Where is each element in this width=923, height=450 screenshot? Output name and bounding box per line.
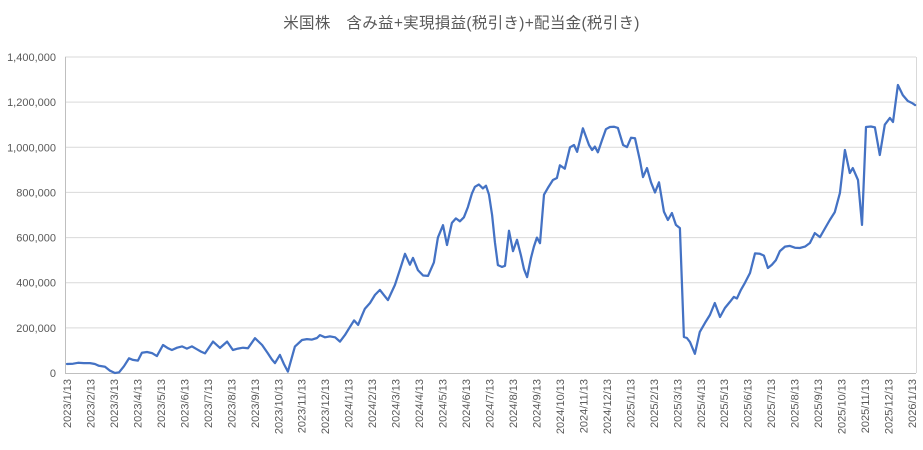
y-axis-tick-label: 1,200,000 [7, 97, 56, 109]
x-axis-tick-label: 2025/2/13 [649, 379, 661, 428]
x-axis-tick-label: 2025/3/13 [672, 379, 684, 428]
x-axis-tick-label: 2025/6/13 [743, 379, 755, 428]
y-axis-tick-label: 200,000 [16, 323, 56, 335]
x-axis-tick-label: 2023/11/13 [297, 379, 309, 433]
x-axis-tick-label: 2023/7/13 [203, 379, 215, 428]
x-axis-tick-label: 2026/1/13 [907, 379, 919, 428]
chart-title: 米国株 含み益+実現損益(税引き)+配当金(税引き) [283, 15, 640, 32]
x-axis-tick-label: 2025/4/13 [696, 379, 708, 428]
x-axis-tick-label: 2023/10/13 [273, 379, 285, 434]
x-axis-tick-label: 2023/12/13 [320, 379, 332, 434]
x-axis-tick-label: 2024/3/13 [391, 379, 403, 428]
x-axis-tick-label: 2025/9/13 [813, 379, 825, 428]
x-axis-tick-label: 2024/1/13 [344, 379, 356, 428]
x-axis-tick-label: 2023/5/13 [156, 379, 168, 428]
y-axis-tick-label: 600,000 [16, 233, 56, 245]
x-axis-tick-label: 2024/11/13 [578, 379, 590, 433]
x-axis-tick-label: 2024/2/13 [367, 379, 379, 428]
x-axis-tick-label: 2023/3/13 [109, 379, 121, 428]
x-axis-tick-label: 2025/8/13 [790, 379, 802, 428]
y-axis-tick-label: 800,000 [16, 187, 56, 199]
y-axis-tick-label: 1,000,000 [7, 142, 56, 154]
x-axis-tick-label: 2025/12/13 [884, 379, 896, 434]
x-axis-tick-label: 2024/9/13 [531, 379, 543, 428]
x-axis-tick-label: 2024/8/13 [508, 379, 520, 428]
x-axis-tick-label: 2024/7/13 [485, 379, 497, 428]
x-axis-tick-label: 2023/8/13 [226, 379, 238, 428]
x-axis-tick-label: 2025/5/13 [719, 379, 731, 428]
x-axis-tick-label: 2023/9/13 [250, 379, 262, 428]
x-axis-tick-label: 2023/1/13 [62, 379, 74, 428]
x-axis-tick-label: 2025/10/13 [837, 379, 849, 434]
x-axis-tick-label: 2024/4/13 [414, 379, 426, 428]
x-axis-tick-label: 2025/1/13 [625, 379, 637, 428]
x-axis-tick-label: 2024/6/13 [461, 379, 473, 428]
x-axis-tick-label: 2024/12/13 [602, 379, 614, 434]
x-axis-tick-label: 2025/11/13 [860, 379, 872, 433]
x-axis-tick-label: 2024/5/13 [438, 379, 450, 428]
x-axis-tick-label: 2025/7/13 [766, 379, 778, 428]
x-axis-tick-label: 2024/10/13 [555, 379, 567, 434]
y-axis-tick-label: 1,400,000 [7, 52, 56, 64]
x-axis-tick-label: 2023/6/13 [179, 379, 191, 428]
x-axis-tick-label: 2023/2/13 [85, 379, 97, 428]
y-axis-tick-label: 400,000 [16, 278, 56, 290]
x-axis-tick-label: 2023/4/13 [132, 379, 144, 428]
y-axis-tick-label: 0 [50, 368, 56, 380]
series-line [65, 83, 917, 375]
